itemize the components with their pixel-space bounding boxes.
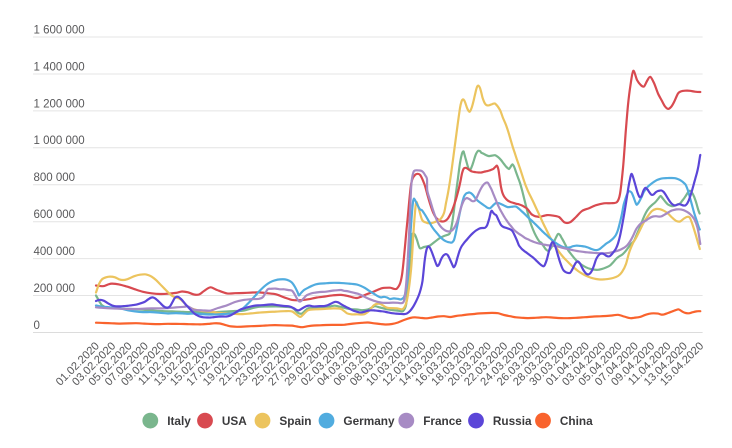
svg-text:China: China xyxy=(560,414,593,428)
svg-text:400 000: 400 000 xyxy=(34,246,76,258)
svg-text:200 000: 200 000 xyxy=(34,283,76,295)
svg-text:1 200 000: 1 200 000 xyxy=(34,98,85,110)
svg-text:1 400 000: 1 400 000 xyxy=(34,61,85,73)
svg-text:USA: USA xyxy=(222,414,247,428)
svg-text:Germany: Germany xyxy=(343,414,395,428)
svg-text:1 000 000: 1 000 000 xyxy=(34,135,85,147)
svg-text:Italy: Italy xyxy=(167,414,191,428)
svg-text:France: France xyxy=(423,414,462,428)
svg-text:600 000: 600 000 xyxy=(34,209,76,221)
svg-text:Russia: Russia xyxy=(493,414,532,428)
svg-text:1 600 000: 1 600 000 xyxy=(34,24,85,36)
svg-text:Spain: Spain xyxy=(279,414,311,428)
svg-text:800 000: 800 000 xyxy=(34,172,76,184)
svg-text:0: 0 xyxy=(34,320,40,332)
